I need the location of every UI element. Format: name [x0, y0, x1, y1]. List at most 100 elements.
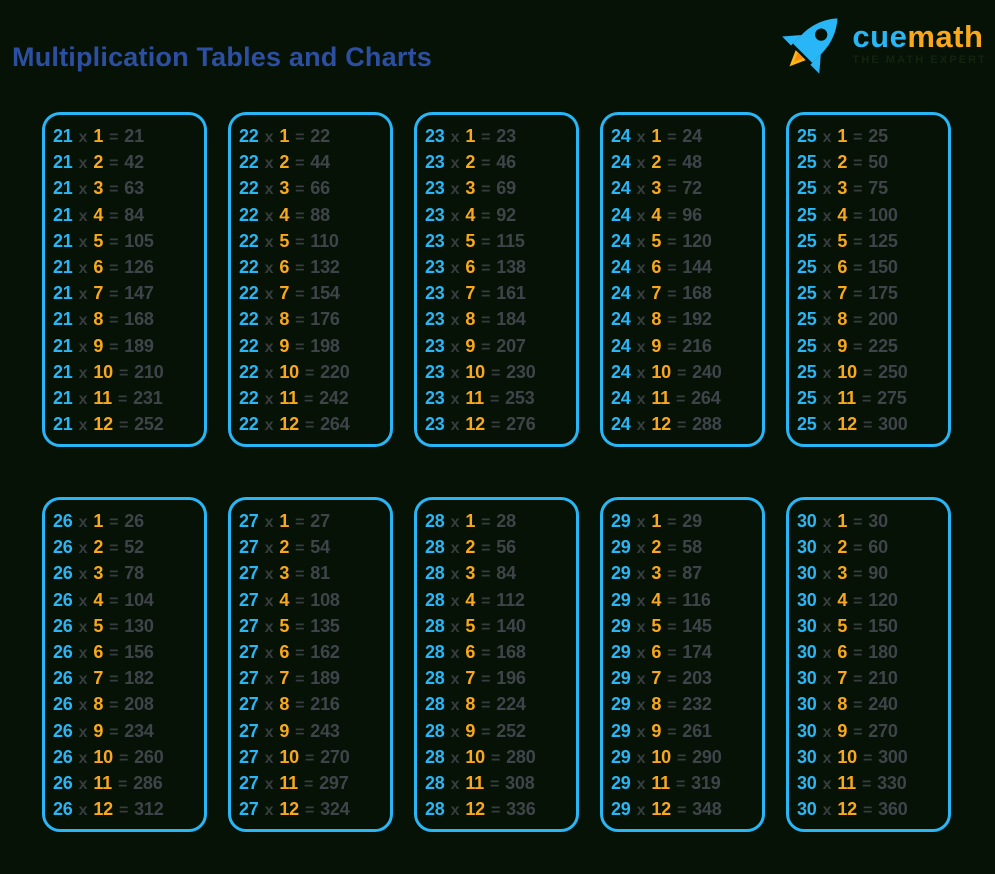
table-row: 27 x 12 = 324 [239, 796, 388, 822]
multiplicand: 24 [611, 361, 631, 382]
multiplier: 4 [93, 589, 104, 610]
multiplier: 7 [651, 283, 662, 304]
table-row: 25 x 7 = 175 [797, 280, 946, 306]
equals-sign: = [667, 540, 677, 558]
table-row: 22 x 10 = 220 [239, 359, 388, 385]
multiplicand: 29 [611, 772, 631, 793]
product: 147 [124, 283, 154, 304]
multiplier: 11 [279, 772, 298, 793]
multiplication-table-card-26: 26 x 1 = 26 26 x 2 = 52 26 x 3 = 78 26 x 4 = 104 26 x 5 = 130 26 x… [42, 497, 207, 832]
multiplicand: 28 [425, 511, 445, 531]
equals-sign: = [853, 233, 863, 251]
times-operator: x [264, 540, 274, 558]
times-operator: x [822, 364, 832, 382]
multiplicand: 25 [797, 414, 817, 435]
multiplication-table-card-29: 29 x 1 = 29 29 x 2 = 58 29 x 3 = 87 29 x 4 = 116 29 x 5 = 145 29 x… [600, 497, 765, 832]
times-operator: x [450, 540, 460, 558]
table-row: 26 x 3 = 78 [53, 560, 202, 586]
multiplicand: 22 [239, 361, 259, 382]
multiplicand: 23 [425, 178, 445, 199]
product: 360 [878, 799, 908, 820]
table-row: 21 x 4 = 84 [53, 202, 202, 228]
times-operator: x [450, 259, 460, 277]
multiplicand: 23 [425, 230, 445, 251]
table-row: 25 x 12 = 300 [797, 411, 946, 437]
times-operator: x [636, 618, 646, 636]
times-operator: x [636, 749, 646, 767]
product: 125 [868, 230, 898, 251]
table-row: 30 x 8 = 240 [797, 691, 946, 717]
times-operator: x [636, 233, 646, 251]
multiplicand: 26 [53, 589, 73, 610]
times-operator: x [78, 514, 88, 531]
table-row: 24 x 11 = 264 [611, 385, 760, 411]
times-operator: x [636, 671, 646, 689]
product: 252 [496, 720, 526, 741]
product: 108 [310, 589, 340, 610]
table-row: 28 x 10 = 280 [425, 744, 574, 770]
table-row: 27 x 9 = 243 [239, 718, 388, 744]
equals-sign: = [109, 566, 119, 584]
multiplicand: 25 [797, 335, 817, 356]
table-row: 22 x 5 = 110 [239, 228, 388, 254]
times-operator: x [822, 540, 832, 558]
equals-sign: = [481, 618, 491, 636]
multiplicand: 21 [53, 126, 73, 146]
multiplicand: 28 [425, 720, 445, 741]
multiplier: 12 [465, 799, 485, 820]
table-row: 28 x 1 = 28 [425, 508, 574, 534]
equals-sign: = [481, 671, 491, 689]
times-operator: x [78, 723, 88, 741]
equals-sign: = [667, 181, 677, 199]
product: 90 [868, 563, 888, 584]
table-row: 21 x 10 = 210 [53, 359, 202, 385]
equals-sign: = [118, 802, 129, 820]
product: 210 [868, 668, 898, 689]
equals-sign: = [295, 514, 305, 531]
multiplier: 4 [93, 204, 104, 225]
table-row: 24 x 6 = 144 [611, 254, 760, 280]
multiplicand: 22 [239, 335, 259, 356]
table-row: 25 x 4 = 100 [797, 202, 946, 228]
times-operator: x [264, 181, 274, 199]
multiplier: 1 [93, 511, 104, 531]
product: 225 [868, 335, 898, 356]
product: 48 [682, 152, 702, 173]
times-operator: x [822, 286, 832, 304]
equals-sign: = [481, 644, 491, 662]
times-operator: x [264, 233, 274, 251]
times-operator: x [636, 644, 646, 662]
multiplier: 5 [837, 615, 848, 636]
multiplier: 9 [837, 720, 848, 741]
times-operator: x [78, 671, 88, 689]
multiplicand: 30 [797, 537, 817, 558]
equals-sign: = [861, 775, 872, 793]
product: 84 [496, 563, 516, 584]
product: 144 [682, 256, 712, 277]
product: 220 [320, 361, 350, 382]
times-operator: x [264, 566, 274, 584]
equals-sign: = [481, 181, 491, 199]
product: 189 [124, 335, 154, 356]
multiplier: 12 [837, 414, 857, 435]
product: 224 [496, 694, 526, 715]
equals-sign: = [862, 802, 873, 820]
table-row: 29 x 6 = 174 [611, 639, 760, 665]
multiplicand: 28 [425, 641, 445, 662]
multiplier: 11 [837, 387, 856, 408]
equals-sign: = [109, 233, 119, 251]
table-row: 30 x 2 = 60 [797, 534, 946, 560]
multiplier: 4 [279, 204, 290, 225]
table-row: 25 x 8 = 200 [797, 306, 946, 332]
multiplicand: 26 [53, 799, 73, 820]
table-row: 28 x 7 = 196 [425, 665, 574, 691]
table-row: 30 x 3 = 90 [797, 560, 946, 586]
multiplier: 5 [93, 230, 104, 251]
product: 243 [310, 720, 340, 741]
multiplier: 8 [279, 309, 290, 330]
equals-sign: = [109, 618, 119, 636]
times-operator: x [822, 802, 832, 820]
table-row: 22 x 12 = 264 [239, 411, 388, 437]
multiplicand: 24 [611, 204, 631, 225]
equals-sign: = [303, 390, 314, 408]
